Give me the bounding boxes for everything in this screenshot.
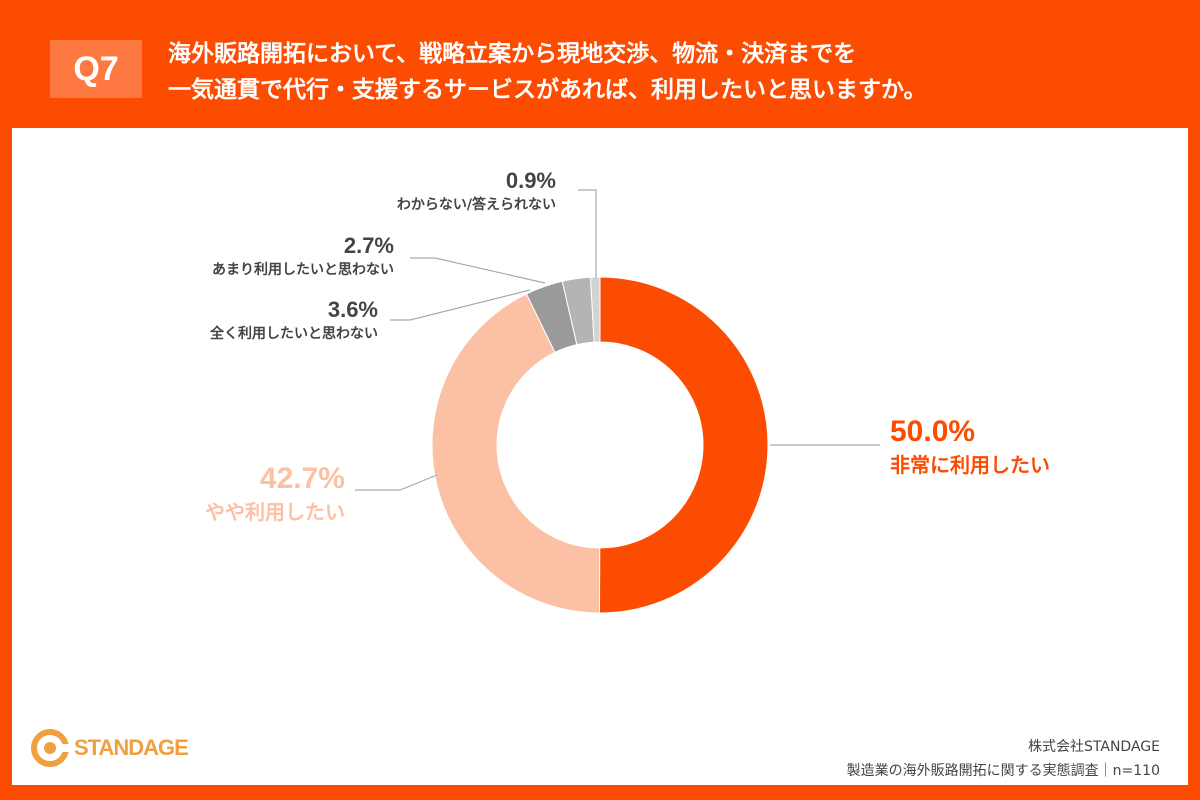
label-not-at-all: 3.6% 全く利用したいと思わない	[210, 297, 378, 343]
pct-label: 0.9%	[505, 168, 556, 193]
leader-line-1	[355, 474, 438, 491]
leader-line-3	[410, 257, 546, 284]
footer-credit: 株式会社STANDAGE 製造業の海外販路開拓に関する実態調査｜n=110	[847, 735, 1160, 783]
donut-slice-4	[589, 276, 601, 343]
pct-label: 3.6%	[327, 297, 378, 322]
cat-label: あまり利用したいと思わない	[212, 262, 394, 278]
pct-label: 50.0%	[890, 415, 976, 448]
label-very-likely: 50.0% 非常に利用したい	[890, 415, 1050, 478]
title-line-1: 海外販路開拓において、戦略立案から現地交渉、物流・決済までを	[168, 41, 857, 67]
logo-text: STANDAGE	[74, 735, 189, 760]
donut-slice-1	[431, 293, 601, 614]
leader-line-4	[578, 189, 597, 278]
cat-label: わからない/答えられない	[396, 197, 556, 213]
cat-label: 全く利用したいと思わない	[210, 326, 378, 342]
label-dont-know: 0.9% わからない/答えられない	[397, 168, 556, 214]
donut-slice-0	[598, 276, 769, 614]
chart-panel	[12, 128, 1188, 785]
standage-logo: STANDAGE	[30, 728, 189, 768]
survey-name: 製造業の海外販路開拓に関する実態調査｜n=110	[846, 763, 1160, 779]
cat-label: やや利用したい	[205, 500, 345, 524]
company-name: 株式会社STANDAGE	[1028, 739, 1160, 755]
label-not-really: 2.7% あまり利用したいと思わない	[212, 233, 394, 279]
title-line-2: 一気通貫で代行・支援するサービスがあれば、利用したいと思いますか。	[168, 77, 927, 103]
question-title: 海外販路開拓において、戦略立案から現地交渉、物流・決済までを 一気通貫で代行・支…	[168, 36, 927, 108]
question-badge-bg	[50, 40, 142, 98]
label-somewhat-likely: 42.7% やや利用したい	[205, 462, 345, 525]
pct-label: 2.7%	[343, 233, 394, 258]
pct-label: 42.7%	[259, 462, 345, 495]
leader-line-2	[390, 289, 531, 321]
logo-icon	[31, 729, 70, 767]
cat-label: 非常に利用したい	[890, 453, 1050, 477]
question-number: Q7	[73, 50, 119, 88]
